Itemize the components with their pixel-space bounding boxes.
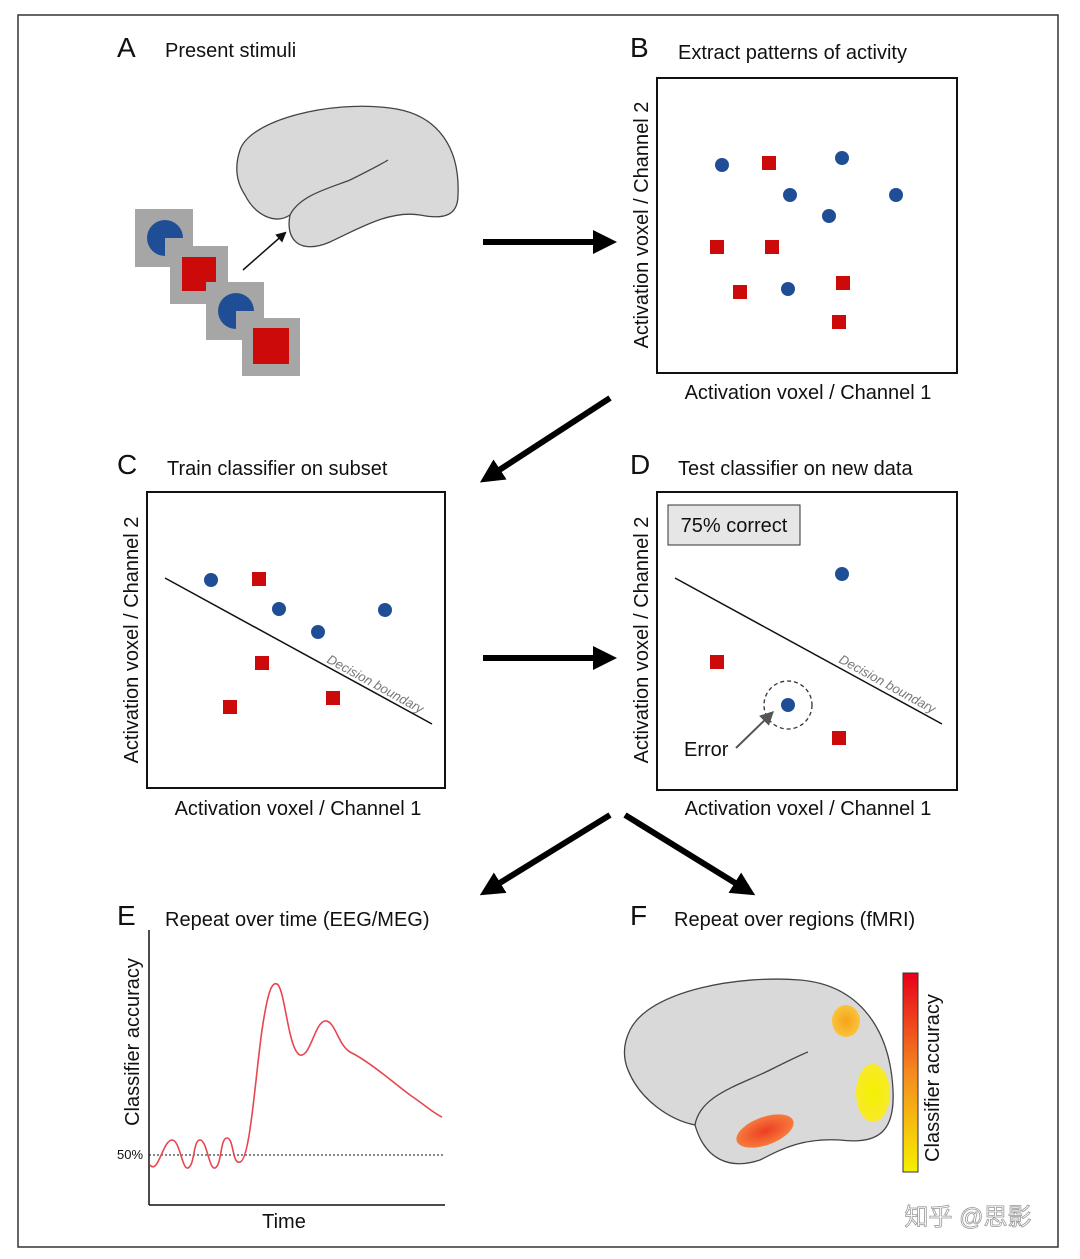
error-arrow-icon [735, 711, 775, 749]
accuracy-label: 75% correct [681, 515, 788, 537]
x-axis-label: Activation voxel / Channel 1 [685, 382, 932, 404]
chance-label: 50% [117, 1147, 143, 1162]
arrow-d-to-f [623, 812, 756, 896]
x-axis-label: Activation voxel / Channel 1 [685, 798, 932, 820]
panel-title: Train classifier on subset [167, 458, 388, 480]
panel-letter: D [630, 449, 650, 480]
data-point-square [762, 156, 776, 170]
watermark: 知乎 @思影 [904, 1204, 1031, 1231]
activation-blob [832, 1005, 860, 1037]
data-point-square [252, 572, 266, 586]
data-point-square [710, 240, 724, 254]
decision-boundary [674, 577, 943, 725]
panel-a: A Present stimuli [117, 32, 459, 376]
data-point-square [733, 285, 747, 299]
brain-icon [623, 978, 894, 1165]
decision-boundary-label: Decision boundary [325, 651, 428, 717]
arrow-d-to-e [479, 812, 612, 896]
y-axis-label: Activation voxel / Channel 2 [631, 102, 653, 349]
data-point-square [710, 655, 724, 669]
data-point-circle [835, 567, 849, 581]
panel-f: F Repeat over regions (fMRI) Classifier … [623, 900, 944, 1173]
panel-title: Repeat over regions (fMRI) [674, 909, 915, 931]
panel-letter: A [117, 32, 136, 63]
y-axis-label: Activation voxel / Channel 2 [121, 517, 143, 764]
panel-letter: C [117, 449, 137, 480]
panel-title: Test classifier on new data [678, 458, 913, 480]
y-axis-label: Classifier accuracy [122, 958, 144, 1126]
data-point-circle [889, 188, 903, 202]
y-axis-label: Activation voxel / Channel 2 [631, 517, 653, 764]
data-point-circle [835, 151, 849, 165]
error-label: Error [684, 739, 729, 761]
data-point-square [836, 276, 850, 290]
data-point-circle [781, 282, 795, 296]
data-point-circle [272, 602, 286, 616]
accuracy-curve [149, 982, 443, 1169]
data-point-square [765, 240, 779, 254]
panel-title: Repeat over time (EEG/MEG) [165, 909, 430, 931]
arrow-b-to-c [479, 395, 612, 483]
stimuli-stack [135, 209, 300, 376]
colorbar-label: Classifier accuracy [922, 994, 944, 1162]
panel-b: B Extract patterns of activity Activatio… [630, 32, 958, 404]
data-point-square [326, 691, 340, 705]
data-point-circle [783, 188, 797, 202]
data-point-circle [311, 625, 325, 639]
arrow-icon [242, 231, 287, 271]
activation-blob [736, 1114, 794, 1148]
data-point-circle [781, 698, 795, 712]
decision-boundary [164, 577, 433, 725]
figure-border [17, 14, 1059, 1248]
accuracy-box [667, 504, 801, 546]
scatter-box [656, 491, 958, 791]
panel-letter: F [630, 900, 647, 931]
decision-boundary-label: Decision boundary [837, 651, 940, 717]
scatter-box [146, 491, 446, 789]
panel-title: Present stimuli [165, 40, 296, 62]
data-point-square [223, 700, 237, 714]
error-highlight [763, 680, 813, 730]
x-axis-label: Time [262, 1211, 306, 1233]
panel-letter: E [117, 900, 136, 931]
data-point-circle [204, 573, 218, 587]
data-point-square [255, 656, 269, 670]
activation-blob [856, 1064, 890, 1122]
data-point-circle [715, 158, 729, 172]
data-point-square [832, 731, 846, 745]
panel-d: D Test classifier on new data 75% correc… [630, 449, 958, 820]
x-axis-label: Activation voxel / Channel 1 [175, 798, 422, 820]
data-point-circle [378, 603, 392, 617]
scatter-box [656, 77, 958, 374]
brain-icon [236, 105, 459, 248]
data-point-square [832, 315, 846, 329]
panel-letter: B [630, 32, 649, 63]
panel-c: C Train classifier on subset Decision bo… [117, 449, 446, 820]
colorbar [902, 972, 919, 1173]
panel-e: E Repeat over time (EEG/MEG) 50% Time Cl… [117, 900, 445, 1233]
data-point-circle [822, 209, 836, 223]
panel-title: Extract patterns of activity [678, 42, 907, 64]
flow-arrows [479, 230, 756, 896]
